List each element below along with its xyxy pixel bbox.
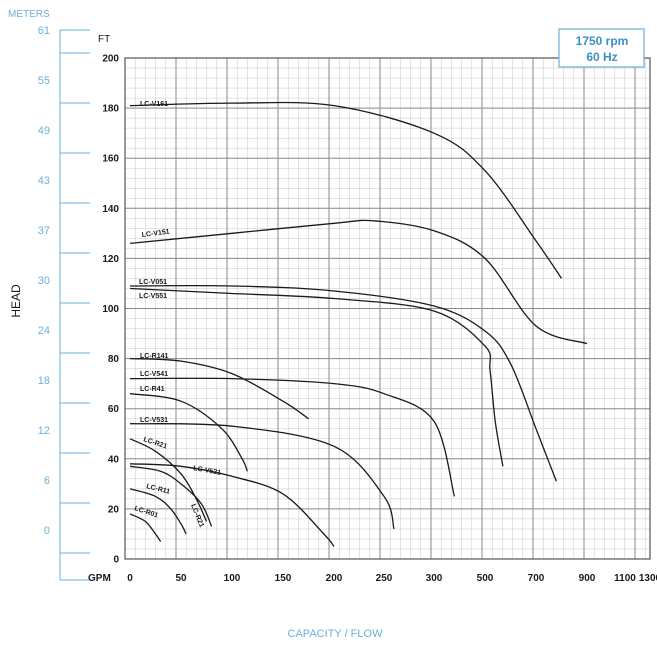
x-axis: GPM 0 50 100 150 200 250 300 500 700 900 11001300 [88, 573, 657, 584]
meters-tick-label: 0 [44, 525, 50, 537]
curve-label-lc-r21: LC-R21 [142, 436, 168, 450]
x-tick-label: 200 [326, 573, 343, 584]
x-tick-label: 1300 [639, 573, 657, 584]
curve-label-lc-v151: LC-V151 [141, 229, 170, 239]
meters-axis-title: METERS [8, 9, 50, 20]
x-tick-label: 300 [426, 573, 443, 584]
x-tick-label: 900 [579, 573, 596, 584]
curve-lc-v531 [129, 423, 395, 530]
ft-tick-label: 140 [102, 204, 119, 215]
meters-tick-label: 18 [38, 375, 50, 387]
curve-label-lc-v541: LC-V541 [140, 371, 168, 378]
speed-box: 1750 rpm 60 Hz [558, 28, 645, 68]
x-tick-label: 500 [477, 573, 494, 584]
ft-tick-label: 0 [113, 555, 119, 566]
ft-tick-label: 200 [102, 54, 119, 65]
curve-lc-v051 [129, 284, 558, 482]
curve-label-lc-v161: LC-V161 [140, 101, 168, 108]
gpm-axis-title: GPM [88, 573, 111, 584]
ft-axis: FT 0 20 40 60 80 100 120 140 160 180 200 [98, 34, 119, 566]
x-axis-label: CAPACITY / FLOW [288, 628, 384, 640]
curve-label-lc-v531: LC-V531 [140, 417, 168, 424]
ft-tick-label: 180 [102, 104, 119, 115]
curve-label-lc-r141: LC-R141 [140, 353, 169, 360]
meters-tick-label: 12 [38, 425, 50, 437]
curve-label-lc-v551: LC-V551 [139, 293, 167, 300]
x-tick-label: 150 [275, 573, 292, 584]
meters-tick-label: 49 [38, 125, 50, 137]
meters-tick-label: 37 [38, 225, 50, 237]
ft-tick-label: 60 [108, 404, 120, 415]
ft-tick-label: 20 [108, 504, 120, 515]
curve-lc-v541 [129, 377, 456, 497]
x-tick-label: 1100 [614, 573, 636, 584]
curve-lc-v161 [129, 101, 563, 279]
curve-lc-v151 [129, 219, 588, 345]
x-tick-label: 250 [376, 573, 393, 584]
meters-tick-label: 6 [44, 475, 50, 487]
ft-axis-title: FT [98, 34, 110, 45]
chart-grid [124, 57, 651, 560]
x-tick-label: 0 [127, 573, 133, 584]
curve-label-lc-v051: LC-V051 [139, 279, 167, 286]
pump-curves [129, 101, 588, 547]
curve-lc-v551 [129, 287, 504, 467]
curve-lc-r41 [129, 393, 248, 472]
ft-tick-label: 100 [102, 304, 119, 315]
speed-box-hz: 60 Hz [586, 50, 617, 64]
meters-axis: METERS 0 6 12 18 24 30 37 43 49 55 61 [8, 9, 90, 581]
meters-tick-label: 43 [38, 175, 50, 187]
ft-tick-label: 120 [102, 254, 119, 265]
speed-box-rpm: 1750 rpm [576, 34, 629, 48]
meters-tick-label: 24 [38, 325, 50, 337]
y-axis-label: HEAD [9, 284, 23, 318]
ft-tick-label: 160 [102, 154, 119, 165]
curve-lc-v521 [129, 463, 335, 547]
x-tick-label: 700 [528, 573, 545, 584]
curve-label-lc-r21: LC-R21 [189, 503, 205, 528]
meters-tick-label: 30 [38, 275, 50, 287]
meters-tick-label: 61 [38, 25, 50, 37]
meters-tick-label: 55 [38, 75, 50, 87]
curve-lc-r141 [129, 357, 309, 420]
curve-lc-r01 [129, 513, 162, 542]
ft-tick-label: 40 [108, 454, 120, 465]
curve-lc-r11 [129, 488, 187, 535]
ft-tick-label: 80 [108, 354, 120, 365]
curve-label-lc-v521: LC-V521 [193, 465, 222, 477]
x-tick-label: 50 [175, 573, 187, 584]
curve-label-lc-r41: LC-R41 [140, 386, 165, 393]
curve-lc-r21 [129, 438, 208, 522]
plot-frame [124, 57, 651, 560]
x-tick-label: 100 [224, 573, 241, 584]
curve-lc-r21t [129, 465, 213, 527]
